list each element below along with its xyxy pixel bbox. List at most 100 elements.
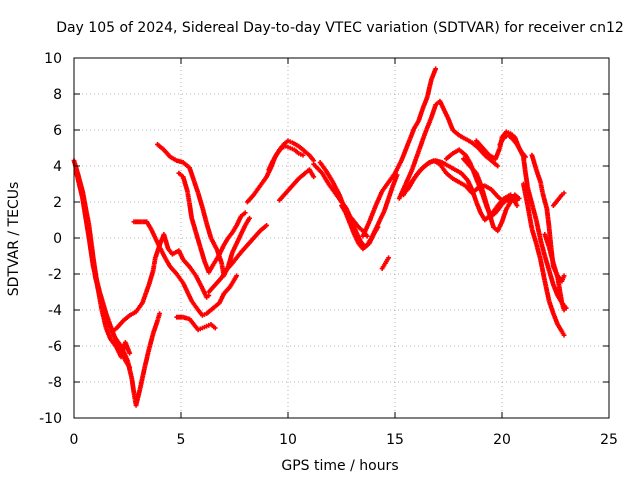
data-point-run: [490, 188, 500, 198]
data-point-run: [425, 78, 434, 99]
y-tick-label: 10: [44, 51, 62, 67]
data-point-run: [308, 154, 315, 162]
data-point-run: [464, 154, 472, 164]
y-tick-label: 6: [53, 123, 62, 139]
y-axis-label: SDTVAR / TECUs: [6, 182, 22, 297]
data-point-run: [452, 148, 460, 155]
data-point: [127, 350, 133, 356]
data-point-run: [380, 181, 390, 193]
data-point-run: [365, 237, 373, 247]
data-point-run: [452, 177, 460, 184]
data-point-run: [211, 253, 221, 266]
data-point-run: [188, 318, 196, 326]
data-point-run: [412, 120, 421, 130]
data-point-run: [458, 133, 467, 141]
data-point-run: [468, 164, 478, 175]
data-point-run: [252, 229, 262, 240]
x-axis-label: GPS time / hours: [281, 458, 398, 474]
data-point-run: [327, 183, 337, 194]
data-point-run: [307, 168, 316, 178]
data-point-run: [538, 181, 545, 194]
data-point-run: [445, 152, 454, 161]
data-point-run: [484, 184, 493, 191]
data-point-run: [140, 284, 151, 304]
data-point-run: [419, 162, 429, 171]
series-track-27: [550, 190, 567, 208]
axis-ticks: 0 5 10 15 20 25 -10 -8 -6 -4 -2 0 2 4 6 8 10: [39, 51, 618, 448]
data-point-run: [291, 141, 300, 148]
y-tick-label: 4: [53, 159, 62, 175]
series-track-6: [155, 142, 252, 279]
data-point-run: [187, 203, 194, 219]
data-point-run: [192, 323, 200, 331]
data-point: [247, 215, 252, 221]
data-point: [561, 273, 567, 279]
data-point-run: [490, 211, 497, 218]
data-point-run: [458, 180, 467, 188]
data-point-run: [511, 137, 519, 146]
data-point: [561, 190, 567, 196]
data-point-run: [513, 193, 521, 200]
data-point-run: [239, 211, 247, 218]
data-point-run: [171, 249, 180, 256]
series-track-16: [379, 255, 391, 271]
data-point-run: [139, 219, 148, 225]
data-point-run: [445, 171, 454, 180]
data-point-run: [505, 194, 514, 201]
x-tick-label: 20: [493, 432, 511, 448]
data-point-run: [426, 159, 435, 166]
data-point-run: [230, 224, 239, 234]
data-point-run: [182, 161, 191, 170]
y-tick-label: 0: [53, 231, 62, 247]
data-point-run: [235, 251, 243, 259]
data-point-run: [297, 144, 307, 153]
data-point-run: [74, 167, 85, 192]
data-point-run: [182, 315, 191, 321]
data-point-run: [464, 137, 473, 145]
data-point-run: [134, 386, 143, 407]
data-point-run: [325, 170, 335, 184]
data-point-run: [357, 226, 364, 232]
data-point-run: [538, 258, 547, 282]
series-track-4: [110, 232, 212, 334]
data-point-run: [490, 159, 499, 168]
data-point-run: [560, 275, 566, 282]
data-point-run: [357, 242, 365, 250]
data-point-run: [222, 285, 232, 295]
data-point-run: [552, 199, 559, 207]
data-point-run: [406, 177, 416, 191]
data-point-run: [226, 231, 234, 240]
x-tick-label: 5: [177, 432, 186, 448]
data-point-run: [123, 359, 132, 369]
series-track-9: [206, 223, 269, 295]
data-point-run: [320, 172, 331, 185]
data-point-run: [109, 337, 119, 349]
series-track-18: [396, 98, 501, 201]
data-point: [311, 174, 317, 180]
grid: [74, 58, 609, 418]
data-point: [386, 255, 391, 261]
data-point-run: [210, 323, 217, 330]
y-tick-label: -6: [48, 339, 62, 355]
data-point-run: [207, 283, 217, 294]
data-point: [433, 66, 439, 72]
data-point-run: [494, 206, 502, 214]
data-point-run: [151, 257, 158, 271]
data-point-run: [80, 190, 92, 227]
data-point-run: [498, 136, 506, 146]
data-point-run: [451, 128, 461, 137]
data-point-run: [104, 312, 115, 333]
data-point-run: [169, 155, 178, 163]
data-point-run: [359, 240, 367, 249]
data-point: [234, 273, 240, 279]
data-point-run: [470, 141, 480, 150]
data-point-run: [243, 217, 251, 227]
data-point-run: [293, 148, 300, 155]
data-point-run: [556, 323, 564, 333]
data-point-run: [353, 220, 360, 229]
series-track-15: [339, 172, 400, 252]
data-point-run: [282, 139, 289, 146]
data-point-run: [521, 156, 528, 174]
data-point-run: [284, 184, 294, 195]
